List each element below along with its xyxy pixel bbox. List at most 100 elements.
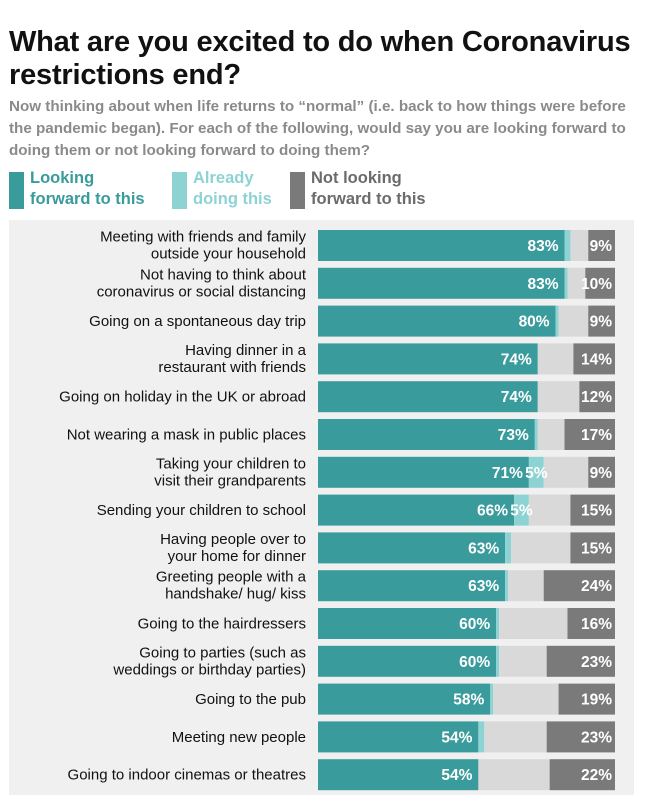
chart-panel: Meeting with friends and family outside y… <box>9 220 634 795</box>
bar-segment-looking <box>318 645 497 677</box>
value-label: 22% <box>581 767 612 784</box>
value-label: 60% <box>459 616 490 633</box>
bar-segment-not-looking <box>558 683 615 715</box>
category-label: Having people over to your home for dinne… <box>160 531 306 565</box>
value-label: 10% <box>581 276 612 293</box>
bar-segment-neutral <box>478 759 550 791</box>
bar-segment-looking <box>318 532 506 564</box>
value-label: 9% <box>590 238 613 255</box>
value-label: 83% <box>527 238 558 255</box>
bar-segment-already <box>505 570 509 602</box>
stacked-bar-chart: Meeting with friends and family outside y… <box>59 229 615 791</box>
chart-title: What are you excited to do when Coronavi… <box>9 26 631 91</box>
category-label: Meeting new people <box>172 729 306 746</box>
bar-segment-not-looking <box>573 343 615 375</box>
bar-segment-looking <box>318 456 529 488</box>
value-label: 9% <box>590 314 613 331</box>
bar-segment-looking <box>318 230 565 261</box>
category-label: Taking your children to visit their grand… <box>154 455 306 489</box>
bar-segment-not-looking <box>567 608 615 639</box>
bar-segment-looking <box>318 608 497 639</box>
category-label: Going to the pub <box>195 691 306 708</box>
bar-segment-not-looking <box>546 721 615 753</box>
value-label: 15% <box>581 540 612 557</box>
value-label: 15% <box>581 503 612 520</box>
bar-segment-neutral <box>537 419 565 450</box>
legend-label-not-looking: Not looking forward to this <box>311 169 426 208</box>
legend-swatch-not-looking <box>290 172 305 209</box>
value-label: 83% <box>527 276 558 293</box>
category-label: Going to the hairdressers <box>138 616 306 633</box>
bar-segment-neutral <box>511 532 571 564</box>
category-label: Going on holiday in the UK or abroad <box>59 389 306 406</box>
category-label: Not having to think about coronavirus or … <box>97 266 307 300</box>
bar-segment-not-looking <box>588 230 615 261</box>
bar-segment-already <box>555 305 559 337</box>
value-label: 14% <box>581 351 612 368</box>
bar-segment-looking <box>318 343 538 375</box>
category-label: Going to indoor cinemas or theatres <box>68 767 306 784</box>
bar-segment-looking <box>318 570 506 602</box>
bar-segment-neutral <box>499 645 547 677</box>
legend-label-already: Already doing this <box>193 169 272 208</box>
category-label: Sending your children to school <box>97 502 306 519</box>
bar-segment-not-looking <box>570 494 615 526</box>
category-label: Having dinner in a restaurant with friend… <box>158 342 306 376</box>
bar-segment-neutral <box>528 494 571 526</box>
value-label: 9% <box>590 465 613 482</box>
bar-segment-not-looking <box>564 419 615 450</box>
bar-segment-neutral <box>508 570 544 602</box>
bar-segment-looking <box>318 419 535 450</box>
bar-segment-not-looking <box>546 645 615 677</box>
value-label: 24% <box>581 578 612 595</box>
bar-segment-already <box>534 419 538 450</box>
value-label: 63% <box>468 578 499 595</box>
bar-segment-already <box>496 645 500 677</box>
value-label: 60% <box>459 654 490 671</box>
bar-segment-looking <box>318 494 515 526</box>
value-label: 54% <box>441 767 472 784</box>
category-label: Greeting people with a handshake/ hug/ ki… <box>156 569 307 603</box>
category-label: Not wearing a mask in public places <box>67 427 306 444</box>
value-label: 19% <box>581 692 612 709</box>
bar-segment-neutral <box>499 608 568 639</box>
bar-segment-neutral <box>537 343 574 375</box>
value-label: 17% <box>581 427 612 444</box>
bar-segment-not-looking <box>549 759 615 791</box>
bar-segment-not-looking <box>588 305 615 337</box>
value-label: 73% <box>498 427 529 444</box>
bar-segment-neutral <box>570 230 589 261</box>
bar-segment-not-looking <box>585 267 615 299</box>
value-label: 74% <box>501 351 532 368</box>
bar-segment-neutral <box>537 381 580 413</box>
value-label: 5% <box>510 503 533 520</box>
bar-segment-neutral <box>543 456 589 488</box>
value-label: 5% <box>525 465 548 482</box>
legend-label-looking: Looking forward to this <box>30 169 145 208</box>
value-label: 58% <box>453 692 484 709</box>
legend-swatch-already <box>172 172 187 209</box>
bar-segment-not-looking <box>570 532 615 564</box>
value-label: 12% <box>581 389 612 406</box>
bar-segment-looking <box>318 721 479 753</box>
value-label: 63% <box>468 540 499 557</box>
value-label: 71% <box>492 465 523 482</box>
category-label: Going to parties (such as weddings or bir… <box>112 644 306 678</box>
value-label: 23% <box>581 654 612 671</box>
bar-segment-already <box>490 683 494 715</box>
bar-segment-already <box>564 230 571 261</box>
bar-segment-looking <box>318 305 556 337</box>
bar-segment-not-looking <box>543 570 615 602</box>
bar-segment-not-looking <box>588 456 615 488</box>
bar-segment-already <box>514 494 529 526</box>
bar-segment-neutral <box>484 721 547 753</box>
bar-segment-already <box>478 721 485 753</box>
bar-segment-looking <box>318 267 565 299</box>
value-label: 54% <box>441 729 472 746</box>
bar-segment-looking <box>318 683 491 715</box>
value-label: 23% <box>581 729 612 746</box>
bar-segment-looking <box>318 759 479 791</box>
value-label: 80% <box>519 314 550 331</box>
bar-segment-already <box>528 456 544 488</box>
chart-subtitle: Now thinking about when life returns to … <box>9 98 626 159</box>
